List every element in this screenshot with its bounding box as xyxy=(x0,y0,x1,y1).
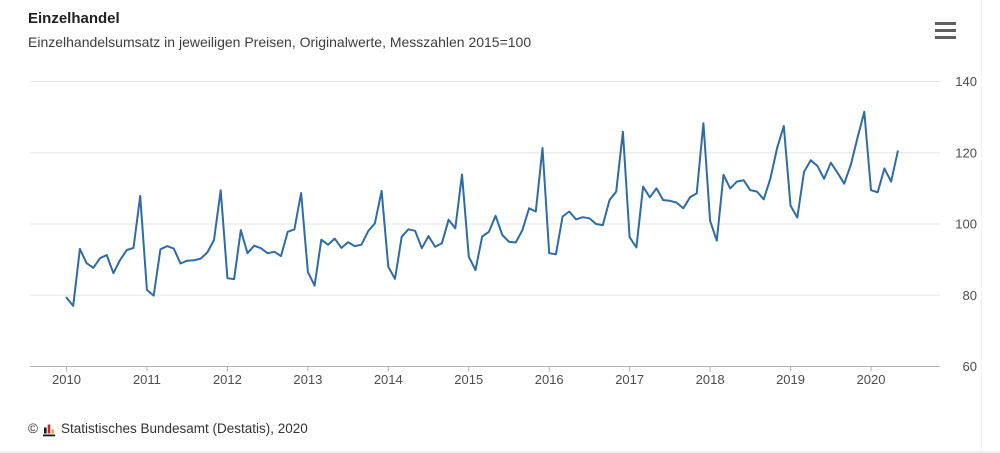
source-line: © Statistisches Bundesamt (Destatis), 20… xyxy=(28,421,308,436)
copyright-symbol: © xyxy=(28,421,38,436)
source-text: Statistisches Bundesamt (Destatis), 2020 xyxy=(60,421,308,436)
x-axis-label: 2020 xyxy=(857,372,886,387)
x-axis-label: 2012 xyxy=(213,372,242,387)
y-axis-label: 100 xyxy=(955,217,977,232)
x-axis-label: 2016 xyxy=(535,372,564,387)
x-axis-label: 2018 xyxy=(696,372,725,387)
y-axis-label: 60 xyxy=(963,359,977,374)
x-axis-label: 2010 xyxy=(52,372,81,387)
destatis-logo-icon xyxy=(42,424,55,436)
x-axis-label: 2015 xyxy=(454,372,483,387)
chart-title: Einzelhandel xyxy=(28,10,120,27)
x-axis-label: 2011 xyxy=(133,372,161,387)
data-series-line xyxy=(65,110,899,307)
y-axis-label: 120 xyxy=(955,145,977,160)
hamburger-bar xyxy=(935,21,956,25)
x-axis-label: 2017 xyxy=(615,372,644,387)
x-axis-label: 2013 xyxy=(293,372,322,387)
chart-subtitle: Einzelhandelsumsatz in jeweiligen Preise… xyxy=(28,34,532,50)
hamburger-menu-icon[interactable] xyxy=(933,18,959,42)
x-axis-label: 2019 xyxy=(776,372,805,387)
y-axis-label: 80 xyxy=(963,288,977,303)
y-axis-label: 140 xyxy=(955,74,977,89)
hamburger-bar xyxy=(935,28,956,32)
hamburger-bar xyxy=(935,35,956,39)
x-axis-label: 2014 xyxy=(374,372,403,387)
